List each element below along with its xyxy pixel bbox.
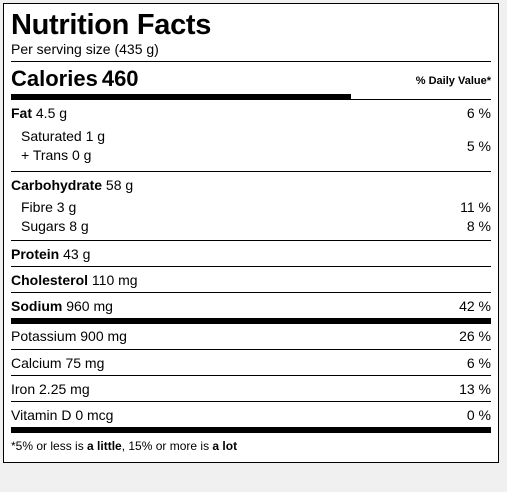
nutrient-amount: 0 mcg xyxy=(75,407,114,423)
nutrient-row-vitamin-d: Vitamin D 0 mcg 0 % xyxy=(11,402,491,427)
calories-row: Calories 460 % Daily Value* xyxy=(11,62,491,99)
serving-size: Per serving size (435 g) xyxy=(11,41,159,57)
nutrient-row-protein: Protein 43 g xyxy=(11,241,491,266)
nutrient-amount: 4.5 g xyxy=(35,105,68,121)
divider xyxy=(11,99,491,100)
divider xyxy=(11,266,491,267)
divider xyxy=(11,61,491,62)
nutrient-name: Fat xyxy=(11,105,32,121)
nutrient-dv: 5 % xyxy=(466,138,491,154)
calories-label: Calories xyxy=(11,66,98,91)
nutrient-dv: 6 % xyxy=(466,355,491,371)
nutrient-dv: 26 % xyxy=(459,328,491,344)
nutrient-row-cholesterol: Cholesterol 110 mg xyxy=(11,267,491,292)
divider xyxy=(11,401,491,402)
nutrient-group-fibre-sugars: Fibre 3 g 11 % Sugars 8 g 8 % xyxy=(11,196,491,240)
nutrient-row-iron: Iron 2.25 mg 13 % xyxy=(11,376,491,401)
nutrient-row-sugars: Sugars 8 g 8 % xyxy=(11,218,491,234)
nutrient-row-fibre: Fibre 3 g 11 % xyxy=(11,199,491,215)
nutrient-row-sodium: Sodium 960 mg 42 % xyxy=(11,293,491,318)
nutrient-name: Potassium xyxy=(11,328,77,344)
divider-heavy xyxy=(11,318,491,324)
calories-bar xyxy=(11,94,351,99)
nutrition-facts-label: Nutrition Facts Per serving size (435 g)… xyxy=(3,3,499,463)
divider xyxy=(11,375,491,376)
nutrient-name: + Trans xyxy=(21,147,69,163)
nutrient-amount: 58 g xyxy=(105,177,134,193)
nutrient-dv: 6 % xyxy=(466,105,491,121)
nutrient-name: Iron xyxy=(11,381,36,397)
divider xyxy=(11,171,491,172)
nutrient-name: Sugars xyxy=(21,218,66,234)
nutrient-name: Sodium xyxy=(11,298,63,314)
nutrient-dv: 42 % xyxy=(459,298,491,314)
nutrient-amount: 900 mg xyxy=(80,328,127,344)
nutrient-name: Saturated xyxy=(21,128,82,144)
nutrient-name: Carbohydrate xyxy=(11,177,103,193)
nutrient-amount: 75 mg xyxy=(65,355,105,371)
nutrient-name: Fibre xyxy=(21,199,53,215)
nutrient-row-carbohydrate: Carbohydrate 58 g xyxy=(11,172,491,196)
nutrient-row-calcium: Calcium 75 mg 6 % xyxy=(11,350,491,375)
label-title: Nutrition Facts xyxy=(11,9,212,41)
nutrient-amount: 2.25 mg xyxy=(39,381,90,397)
nutrient-amount: 960 mg xyxy=(66,298,113,314)
nutrient-group-sat-trans: Saturated 1 g + Trans 0 g 5 % xyxy=(11,125,491,171)
nutrient-name: Calcium xyxy=(11,355,62,371)
nutrient-dv: 0 % xyxy=(466,407,491,423)
divider xyxy=(11,349,491,350)
divider-heavy xyxy=(11,427,491,433)
nutrient-amount: 0 g xyxy=(71,147,92,163)
divider xyxy=(11,240,491,241)
nutrient-amount: 43 g xyxy=(63,246,91,262)
nutrient-name: Vitamin D xyxy=(11,407,72,423)
divider xyxy=(11,292,491,293)
nutrient-row-fat: Fat 4.5 g 6 % xyxy=(11,100,491,125)
daily-value-header: % Daily Value* xyxy=(415,75,491,87)
nutrient-row-trans: + Trans 0 g xyxy=(11,147,91,163)
footnote: *5% or less is a little, 15% or more is … xyxy=(11,439,238,453)
calories-value: 460 xyxy=(101,66,139,91)
nutrient-dv: 13 % xyxy=(459,381,491,397)
nutrient-amount: 1 g xyxy=(85,128,106,144)
nutrient-amount: 8 g xyxy=(69,218,89,234)
nutrient-name: Protein xyxy=(11,246,60,262)
nutrient-amount: 110 mg xyxy=(91,272,138,288)
nutrient-dv: 8 % xyxy=(466,218,491,234)
nutrient-row-saturated: Saturated 1 g xyxy=(11,128,105,144)
nutrient-dv: 11 % xyxy=(460,199,491,215)
nutrient-name: Cholesterol xyxy=(11,272,89,288)
nutrient-row-potassium: Potassium 900 mg 26 % xyxy=(11,324,491,349)
nutrient-amount: 3 g xyxy=(56,199,77,215)
